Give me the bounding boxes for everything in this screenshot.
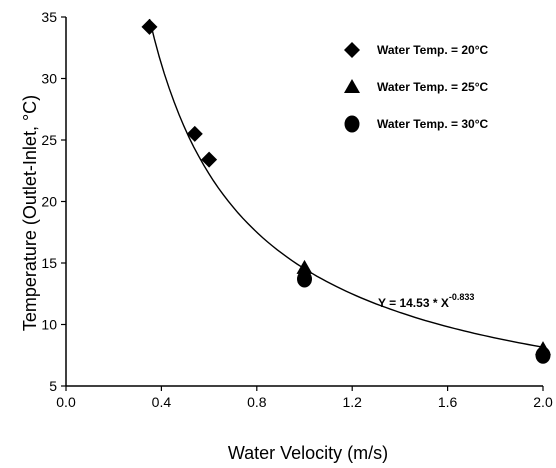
fit-equation-base: Y = 14.53 * X — [378, 296, 449, 310]
data-points — [141, 18, 551, 364]
data-point-diamond — [201, 151, 218, 168]
svg-text:Y = 14.53 * X-0.833: Y = 14.53 * X-0.833 — [378, 292, 474, 310]
legend-marker-circle — [344, 115, 360, 133]
y-axis-title: Temperature (Outlet-Inlet, °C) — [20, 95, 40, 331]
axis-ticks: 0.0 0.4 0.8 1.2 1.6 2.0 5 10 15 20 25 30 35 — [41, 9, 553, 410]
fit-curve — [148, 18, 544, 348]
legend-label: Water Temp. = 20°C — [377, 43, 488, 57]
x-tick-label: 0.0 — [56, 394, 76, 410]
y-tick-label: 35 — [41, 9, 57, 25]
fit-curve-group — [148, 18, 544, 348]
y-tick-label: 25 — [41, 132, 57, 148]
data-point-circle — [535, 346, 551, 364]
data-point-circle — [297, 270, 312, 288]
y-tick-label: 30 — [41, 71, 57, 87]
legend: Water Temp. = 20°C Water Temp. = 25°C Wate… — [344, 42, 488, 133]
y-tick-label: 5 — [49, 378, 57, 394]
fit-equation: Y = 14.53 * X-0.833 — [378, 292, 474, 310]
x-axis-title: Water Velocity (m/s) — [228, 443, 388, 463]
fit-equation-exponent: -0.833 — [449, 292, 475, 302]
plot-frame — [65, 17, 543, 387]
y-tick-label: 20 — [41, 194, 57, 210]
legend-marker-diamond — [344, 42, 360, 58]
legend-label: Water Temp. = 30°C — [377, 117, 488, 131]
legend-label: Water Temp. = 25°C — [377, 80, 488, 94]
x-tick-label: 0.8 — [247, 394, 267, 410]
x-tick-label: 1.6 — [438, 394, 458, 410]
y-tick-label: 10 — [41, 317, 57, 333]
y-tick-label: 15 — [41, 255, 57, 271]
data-point-diamond — [186, 125, 203, 142]
data-point-triangle — [296, 259, 313, 274]
x-tick-label: 1.2 — [342, 394, 362, 410]
legend-marker-triangle — [344, 79, 360, 93]
x-tick-label: 2.0 — [533, 394, 553, 410]
data-point-diamond — [141, 18, 158, 35]
x-tick-label: 0.4 — [152, 394, 172, 410]
